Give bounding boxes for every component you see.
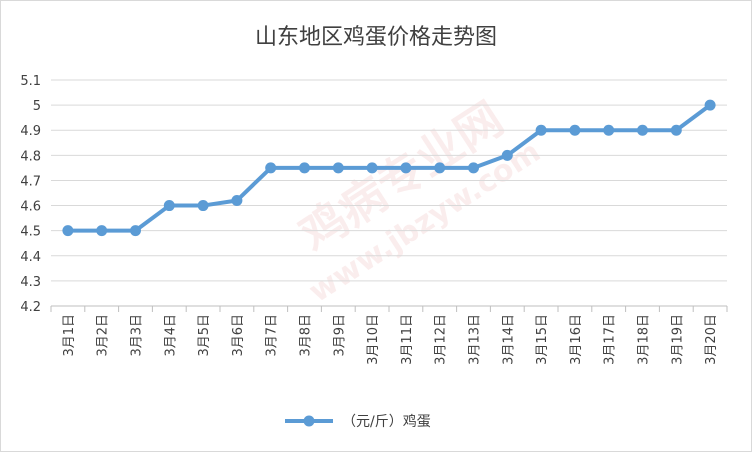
data-point	[501, 149, 513, 161]
data-point	[96, 225, 108, 237]
x-tick-label: 3月3日	[130, 314, 145, 357]
x-tick-label: 3月2日	[96, 314, 111, 357]
data-point	[637, 124, 648, 136]
data-point	[603, 124, 615, 136]
data-point	[670, 124, 682, 136]
x-tick-label: 3月7日	[265, 314, 280, 357]
x-tick-label: 3月8日	[299, 314, 314, 357]
x-tick-label: 3月15日	[535, 314, 550, 365]
y-tick-label: 4.8	[20, 149, 41, 164]
y-tick-label: 4.5	[20, 225, 41, 240]
y-tick-label: 4.3	[20, 275, 41, 290]
data-point	[163, 200, 175, 212]
data-point	[569, 124, 581, 136]
y-tick-label: 4.2	[20, 300, 41, 315]
y-tick-label: 4.7	[20, 174, 41, 189]
x-axis: 3月1日 3月2日 3月3日 3月4日 3月5日 3月6日 3月7日 3月8日 3月9日 3月10…	[50, 306, 728, 365]
chart-title: 山东地区鸡蛋价格走势图	[255, 25, 497, 50]
x-tick-label: 3月17日	[603, 314, 618, 365]
x-tick-label: 3月1日	[62, 314, 77, 357]
x-tick-label: 3月4日	[163, 314, 178, 357]
data-point	[231, 195, 243, 207]
x-tick-label: 3月14日	[501, 314, 516, 365]
watermark: 鸡病专业网 www.jbzyw.com	[290, 91, 547, 309]
x-tick-label: 3月9日	[332, 314, 347, 357]
x-tick-label: 3月18日	[637, 314, 652, 365]
x-tick-label: 3月5日	[197, 314, 212, 357]
data-point	[62, 225, 74, 237]
data-point	[704, 99, 716, 111]
x-tick-label: 3月20日	[704, 314, 719, 365]
data-point	[535, 124, 547, 136]
series-line	[67, 103, 712, 233]
y-tick-label: 5	[33, 99, 41, 114]
data-point	[400, 162, 412, 174]
x-tick-label: 3月10日	[366, 314, 381, 365]
data-point	[332, 162, 344, 174]
data-point	[130, 225, 141, 237]
y-tick-label: 4.4	[20, 250, 41, 265]
x-tick-label: 3月6日	[231, 314, 246, 357]
y-tick-label: 5.1	[20, 74, 41, 89]
x-tick-label: 3月13日	[468, 314, 483, 365]
series-group	[62, 99, 716, 237]
x-tick-label: 3月12日	[434, 314, 449, 365]
data-point	[468, 162, 479, 174]
x-tick-label: 3月19日	[670, 314, 685, 365]
data-point	[265, 162, 277, 174]
y-tick-label: 4.6	[20, 200, 41, 215]
legend-marker	[303, 415, 315, 427]
data-point	[197, 200, 209, 212]
data-point	[299, 162, 310, 174]
y-axis-ticks: 4.2 4.3 4.4 4.5 4.6 4.7 4.8 4.9 5 5.1	[20, 74, 41, 315]
x-tick-label: 3月11日	[400, 314, 415, 365]
data-point	[366, 162, 378, 174]
legend-label: （元/斤）鸡蛋	[342, 413, 431, 430]
legend: （元/斤）鸡蛋	[285, 413, 431, 430]
x-tick-label: 3月16日	[569, 314, 584, 365]
y-tick-label: 4.9	[20, 124, 41, 139]
data-point	[434, 162, 446, 174]
